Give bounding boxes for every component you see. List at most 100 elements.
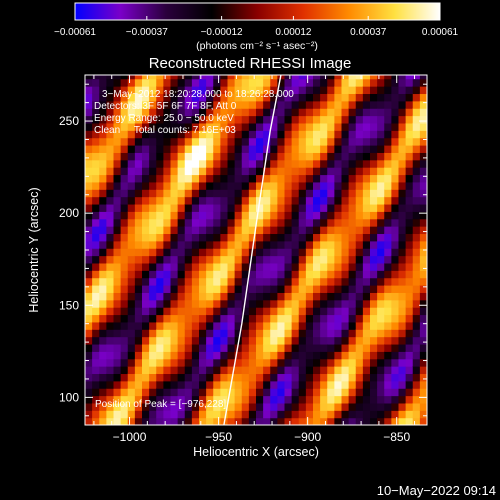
heatmap-cell: [277, 115, 286, 124]
heatmap-cell: [313, 380, 321, 389]
heatmap-cell: [220, 380, 229, 389]
heatmap-cell: [85, 137, 93, 146]
heatmap-cell: [384, 366, 392, 375]
heatmap-cell: [163, 174, 172, 183]
heatmap-cell: [241, 181, 250, 190]
heatmap-cell: [277, 395, 286, 404]
heatmap-cell: [234, 255, 243, 264]
heatmap-cell: [234, 366, 243, 375]
heatmap-cell: [227, 366, 236, 375]
heatmap-cell: [149, 292, 157, 301]
heatmap-cell: [291, 366, 300, 375]
heatmap-cell: [263, 292, 271, 301]
heatmap-cell: [355, 255, 364, 264]
heatmap-cell: [284, 388, 293, 397]
heatmap-cell: [234, 152, 243, 161]
heatmap-cell: [284, 285, 293, 293]
heatmap-cell: [85, 255, 93, 264]
heatmap-cell: [206, 93, 214, 102]
heatmap-cell: [120, 307, 129, 316]
heatmap-cell: [391, 86, 400, 95]
heatmap-cell: [270, 270, 278, 279]
heatmap-cell: [227, 270, 236, 279]
heatmap-cell: [298, 292, 307, 301]
heatmap-cell: [106, 167, 115, 176]
annotation-detectors: Detectors: 3F 5F 6F 7F 8F, Att 0: [94, 101, 237, 112]
heatmap-cell: [370, 307, 378, 316]
heatmap-cell: [142, 240, 150, 249]
heatmap-cell: [134, 130, 143, 139]
heatmap-cell: [419, 321, 427, 330]
heatmap-cell: [184, 100, 193, 109]
heatmap-cell: [213, 115, 221, 124]
heatmap-cell: [355, 218, 364, 227]
heatmap-cell: [305, 285, 314, 293]
heatmap-cell: [142, 336, 150, 345]
heatmap-cell: [256, 137, 264, 146]
heatmap-cell: [170, 351, 179, 360]
heatmap-cell: [134, 270, 143, 279]
heatmap-cell: [85, 395, 93, 404]
heatmap-cell: [384, 358, 392, 367]
heatmap-cell: [149, 167, 157, 176]
heatmap-cell: [142, 373, 150, 382]
heatmap-cell: [341, 78, 350, 87]
heatmap-cell: [355, 181, 364, 190]
heatmap-cell: [256, 314, 264, 323]
heatmap-cell: [362, 329, 371, 338]
heatmap-cell: [248, 78, 257, 87]
heatmap-cell: [177, 203, 186, 212]
heatmap-cell: [241, 321, 250, 330]
heatmap-cell: [412, 203, 421, 212]
heatmap-cell: [234, 93, 243, 102]
heatmap-cell: [377, 145, 385, 153]
heatmap-cell: [277, 307, 286, 316]
heatmap-cell: [313, 137, 321, 146]
heatmap-cell: [405, 226, 414, 235]
heatmap-cell: [391, 75, 400, 80]
heatmap-cell: [291, 248, 300, 257]
heatmap-cell: [227, 395, 236, 404]
heatmap-cell: [191, 115, 200, 124]
heatmap-cell: [398, 402, 407, 411]
heatmap-cell: [234, 262, 243, 271]
heatmap-cell: [313, 115, 321, 124]
heatmap-cell: [412, 86, 421, 95]
heatmap-cell: [234, 108, 243, 117]
heatmap-cell: [355, 388, 364, 397]
heatmap-cell: [248, 167, 257, 176]
heatmap-cell: [391, 145, 400, 153]
heatmap-cell: [362, 137, 371, 146]
heatmap-cell: [199, 417, 207, 425]
heatmap-cell: [156, 292, 164, 301]
heatmap-cell: [384, 307, 392, 316]
heatmap-cell: [106, 137, 115, 146]
heatmap-cell: [134, 321, 143, 330]
heatmap-cell: [177, 417, 186, 425]
heatmap-cell: [284, 226, 293, 235]
heatmap-cell: [419, 145, 427, 153]
heatmap-cell: [234, 285, 243, 293]
heatmap-cell: [85, 380, 93, 389]
heatmap-cell: [92, 233, 100, 242]
heatmap-cell: [419, 307, 427, 316]
heatmap-cell: [149, 277, 157, 286]
heatmap-cell: [313, 358, 321, 367]
heatmap-cell: [270, 262, 278, 271]
heatmap-cell: [163, 108, 172, 117]
heatmap-cell: [220, 240, 229, 249]
heatmap-cell: [327, 358, 335, 367]
heatmap-cell: [263, 299, 271, 308]
heatmap-cell: [163, 130, 172, 139]
heatmap-cell: [170, 86, 179, 95]
heatmap-cell: [156, 196, 164, 205]
heatmap-cell: [405, 181, 414, 190]
heatmap-cell: [99, 321, 107, 330]
heatmap-cell: [177, 226, 186, 235]
heatmap-cell: [391, 351, 400, 360]
heatmap-cell: [184, 159, 193, 168]
heatmap-cell: [298, 366, 307, 375]
heatmap-cell: [191, 358, 200, 367]
heatmap-cell: [170, 226, 179, 235]
heatmap-cell: [149, 343, 157, 352]
